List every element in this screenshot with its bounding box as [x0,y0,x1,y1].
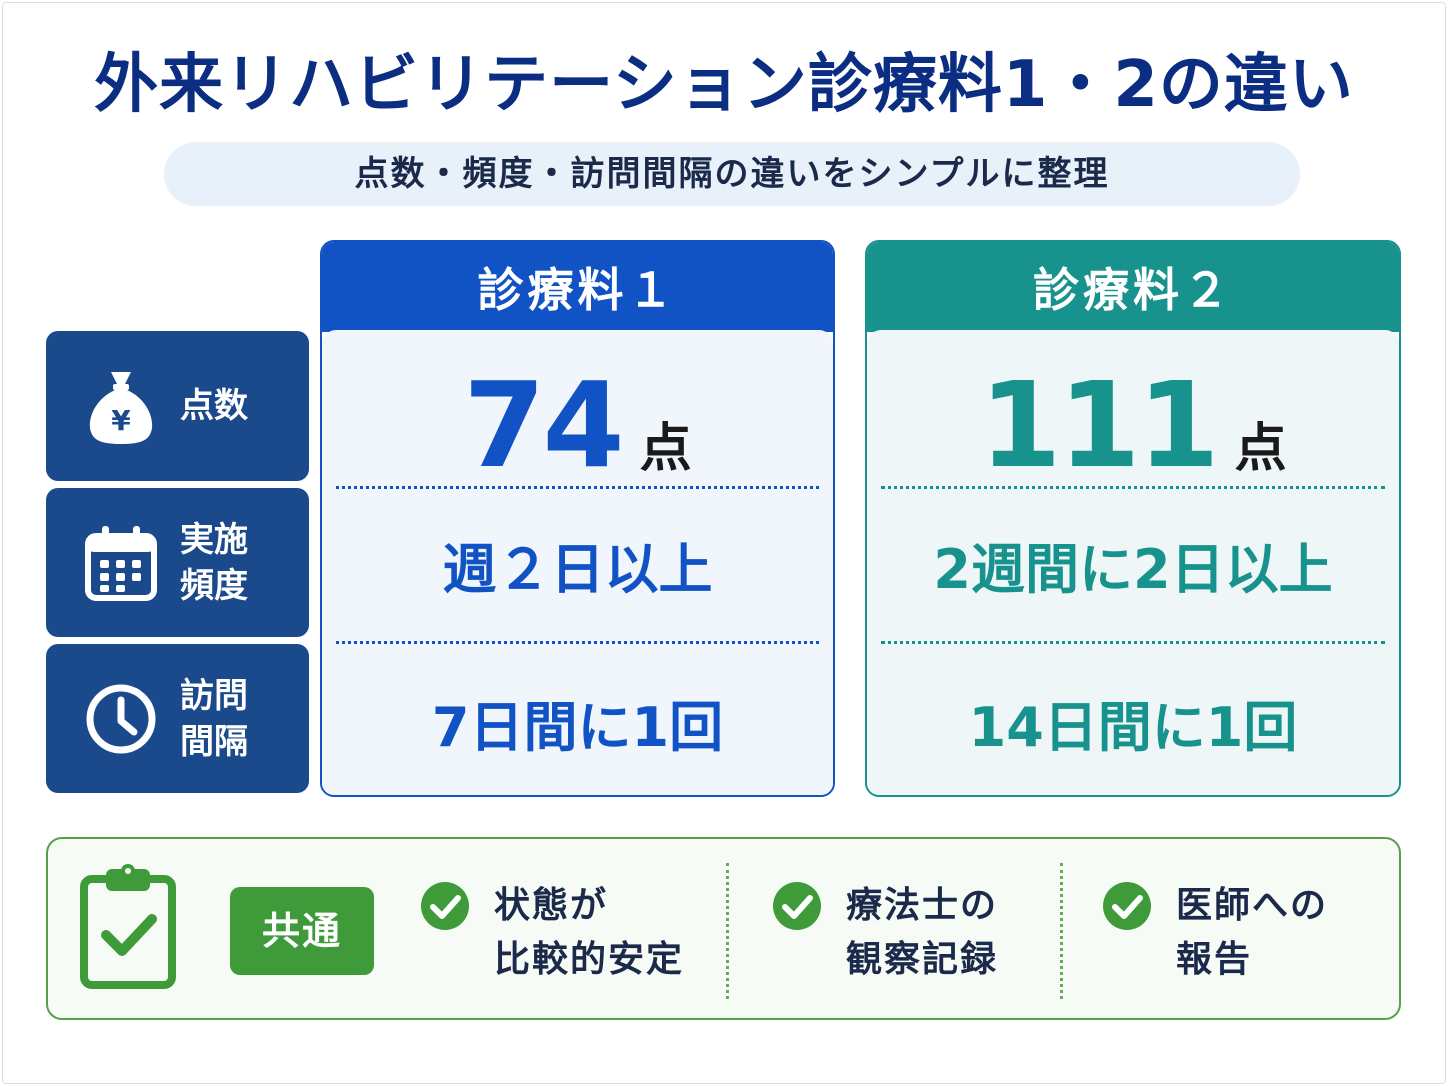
points-value: 74 [463,356,624,494]
common-item: 療法士の 観察記録 [772,879,998,987]
column-header: 診療料１ [322,242,833,332]
row-label-frequency: 実施 頻度 [46,488,309,637]
row-label-text: 点数 [180,386,248,426]
common-item-text: 医師への [1176,885,1329,926]
common-item-text: 報告 [1176,939,1253,980]
common-item-text: 療法士の [846,885,999,926]
yen-money-bag-icon: ¥ [76,366,166,446]
dotted-divider [336,641,819,644]
page-title: 外来リハビリテーション診療料1・2の違い [94,48,1354,122]
common-item-text: 観察記録 [846,939,999,980]
check-circle-icon [420,881,470,935]
check-circle-icon [772,881,822,935]
common-badge: 共通 [230,887,374,975]
dotted-divider [881,486,1385,489]
row-label-text: 実施 [180,519,248,560]
dotted-divider [881,641,1385,644]
row-label-text: 頻度 [180,565,248,606]
frequency-value: 2週間に2日以上 [933,538,1333,601]
row-label-points: ¥ 点数 [46,331,309,481]
dotted-separator [726,863,729,999]
svg-text:¥: ¥ [111,404,131,437]
row-label-interval: 訪問 間隔 [46,644,309,793]
row-label-text: 訪問 [180,675,248,716]
row-label-text: 間隔 [180,721,248,762]
fee-2-column: 診療料２ 111 点 2週間に2日以上 14日間に1回 [865,240,1401,797]
points-value: 111 [979,356,1219,494]
points-unit: 点 [639,419,692,479]
dotted-divider [336,486,819,489]
points-cell: 111 点 [867,350,1399,494]
frequency-value: 週２日以上 [442,538,713,601]
column-body: 74 点 週２日以上 7日間に1回 [322,330,833,795]
interval-value: 14日間に1回 [968,696,1298,759]
interval-value: 7日間に1回 [431,696,724,759]
clipboard-check-icon [78,861,178,995]
common-item: 医師への 報告 [1102,879,1328,987]
clock-icon [76,682,166,756]
check-circle-icon [1102,881,1152,935]
page-subtitle: 点数・頻度・訪問間隔の違いをシンプルに整理 [164,142,1300,206]
points-cell: 74 点 [322,350,833,494]
points-unit: 点 [1234,419,1287,479]
column-header: 診療料２ [867,242,1399,332]
common-item: 状態が 比較的安定 [420,879,684,987]
column-body: 111 点 2週間に2日以上 14日間に1回 [867,330,1399,795]
common-requirements-box: 共通 状態が 比較的安定 療法士の 観察記録 医師への 報告 [46,837,1401,1020]
common-item-text: 比較的安定 [494,939,685,980]
common-item-text: 状態が [494,885,609,926]
dotted-separator [1060,863,1063,999]
calendar-icon [76,524,166,602]
fee-1-column: 診療料１ 74 点 週２日以上 7日間に1回 [320,240,835,797]
